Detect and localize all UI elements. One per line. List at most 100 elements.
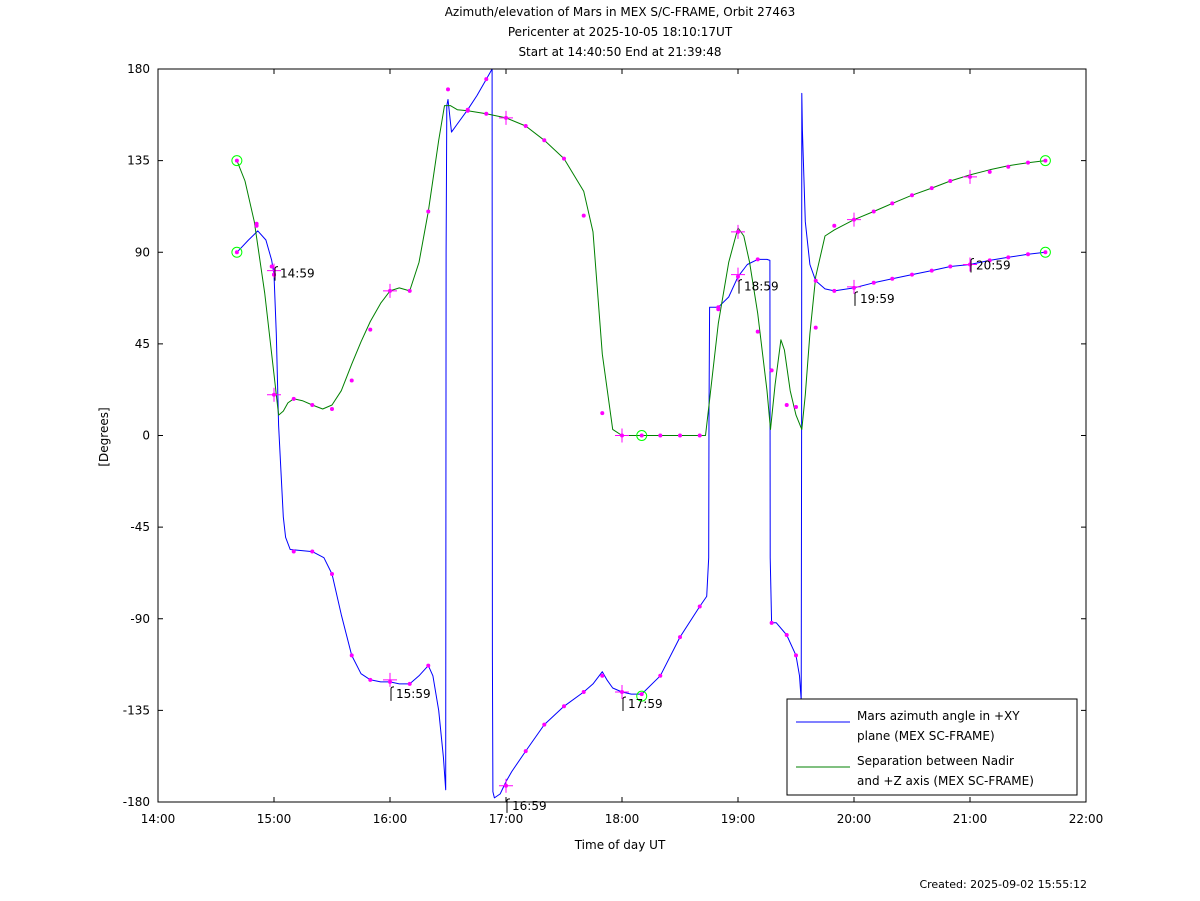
data-point-69	[697, 433, 702, 438]
data-point-64	[600, 411, 605, 416]
y-tick-label-6: -90	[130, 612, 150, 626]
data-point-28	[755, 257, 760, 262]
data-point-62	[562, 156, 566, 161]
data-point-57	[465, 108, 470, 113]
legend-label-separation-2: and +Z axis (MEX SC-FRAME)	[857, 774, 1034, 788]
endpoint-circle-3	[636, 690, 648, 702]
y-tick-label-7: -135	[123, 703, 150, 717]
series-line-1	[236, 105, 1046, 436]
plot-frame	[157, 68, 1087, 803]
series-line-0	[236, 68, 1046, 799]
legend-label-azimuth-1: Mars azimuth angle in +XY	[857, 709, 1020, 723]
data-point-52	[368, 327, 373, 332]
data-point-88	[1043, 158, 1048, 163]
marker-layer	[231, 77, 1051, 793]
data-point-0	[234, 250, 239, 255]
x-tick-label-4: 18:00	[605, 812, 640, 826]
data-point-83	[948, 178, 953, 183]
hour-cross-12	[963, 169, 977, 184]
hour-cross-9	[731, 267, 745, 282]
x-tick-label-6: 20:00	[837, 812, 872, 826]
chart-title-line-2: Pericenter at 2025-10-05 18:10:17UT	[507, 25, 733, 39]
data-point-77	[832, 223, 837, 228]
x-tick-label-7: 21:00	[953, 812, 988, 826]
data-point-67	[658, 433, 663, 438]
data-point-39	[948, 264, 953, 269]
data-point-66	[639, 433, 644, 438]
data-point-17	[542, 722, 547, 727]
data-point-7	[330, 571, 334, 576]
hour-cross-1	[267, 387, 281, 402]
data-point-72	[755, 329, 760, 334]
hour-cross-8	[731, 224, 745, 239]
annotation-tick-6	[970, 257, 975, 273]
data-point-51	[349, 378, 354, 383]
x-tick-label-5: 19:00	[721, 812, 756, 826]
annotation-label-0: 14:59	[280, 267, 315, 281]
data-point-37	[910, 272, 914, 277]
annotation-layer: 14:59 15:59 16:59 17:59 18:59 19:59 20:59	[274, 257, 1011, 813]
data-point-32	[813, 278, 818, 283]
annotation-tick-1	[390, 686, 395, 701]
data-point-38	[929, 268, 934, 273]
data-point-16	[523, 749, 528, 754]
x-tick-label-3: 17:00	[489, 812, 524, 826]
data-point-43	[1026, 252, 1030, 257]
hour-cross-2	[383, 283, 397, 298]
annotation-label-2: 16:59	[512, 799, 547, 813]
hour-cross-7	[615, 685, 629, 700]
data-point-55	[426, 209, 431, 214]
data-point-82	[929, 186, 934, 191]
data-point-30	[784, 633, 789, 638]
data-point-49	[310, 402, 315, 407]
hour-cross-13	[963, 257, 977, 272]
y-tick-label-1: 135	[127, 154, 150, 168]
data-point-74	[784, 402, 789, 407]
legend-label-azimuth-2: plane (MEX SC-FRAME)	[857, 729, 995, 743]
data-point-14	[484, 77, 489, 82]
data-point-86	[1006, 164, 1011, 169]
data-point-36	[890, 276, 895, 281]
data-point-11	[407, 681, 412, 686]
y-tick-label-2: 90	[135, 245, 150, 259]
data-point-42	[1006, 255, 1011, 260]
data-point-44	[1043, 250, 1048, 255]
y-tick-label-0: 180	[127, 62, 150, 76]
created-timestamp: Created: 2025-09-02 15:55:12	[919, 878, 1087, 891]
data-point-58	[484, 111, 489, 116]
data-point-70	[716, 307, 721, 312]
x-tick-label-8: 22:00	[1069, 812, 1104, 826]
chart-title-line-3: Start at 14:40:50 End at 21:39:48	[518, 45, 722, 59]
y-tick-label-5: -45	[130, 520, 150, 534]
data-point-56	[446, 87, 450, 92]
data-point-18	[562, 704, 566, 709]
annotation-tick-5	[854, 291, 859, 306]
annotation-tick-3	[622, 696, 627, 712]
data-point-85	[987, 169, 992, 174]
hour-cross-10	[847, 212, 861, 227]
endpoint-circle-5	[1039, 246, 1051, 258]
data-point-33	[832, 288, 837, 293]
data-point-46	[254, 221, 259, 226]
data-point-61	[542, 138, 547, 143]
y-tick-label-3: 45	[135, 337, 150, 351]
annotation-tick-0	[274, 266, 279, 281]
hour-cross-3	[383, 672, 397, 687]
hour-cross-6	[615, 428, 629, 443]
chart-title-line-1: Azimuth/elevation of Mars in MEX S/C-FRA…	[444, 5, 796, 19]
data-point-25	[697, 604, 702, 609]
data-point-81	[910, 193, 914, 198]
x-axis-label: Time of day UT	[574, 838, 666, 852]
data-point-60	[523, 124, 528, 129]
endpoint-circle-0	[231, 155, 243, 167]
data-point-73	[769, 368, 774, 373]
data-point-9	[368, 677, 373, 682]
data-point-6	[310, 549, 315, 554]
data-point-2	[269, 264, 274, 269]
data-point-35	[871, 280, 876, 285]
endpoint-circle-2	[636, 430, 648, 441]
annotation-label-3: 17:59	[628, 697, 663, 711]
hour-cross-5	[499, 778, 513, 793]
data-point-80	[890, 201, 895, 206]
